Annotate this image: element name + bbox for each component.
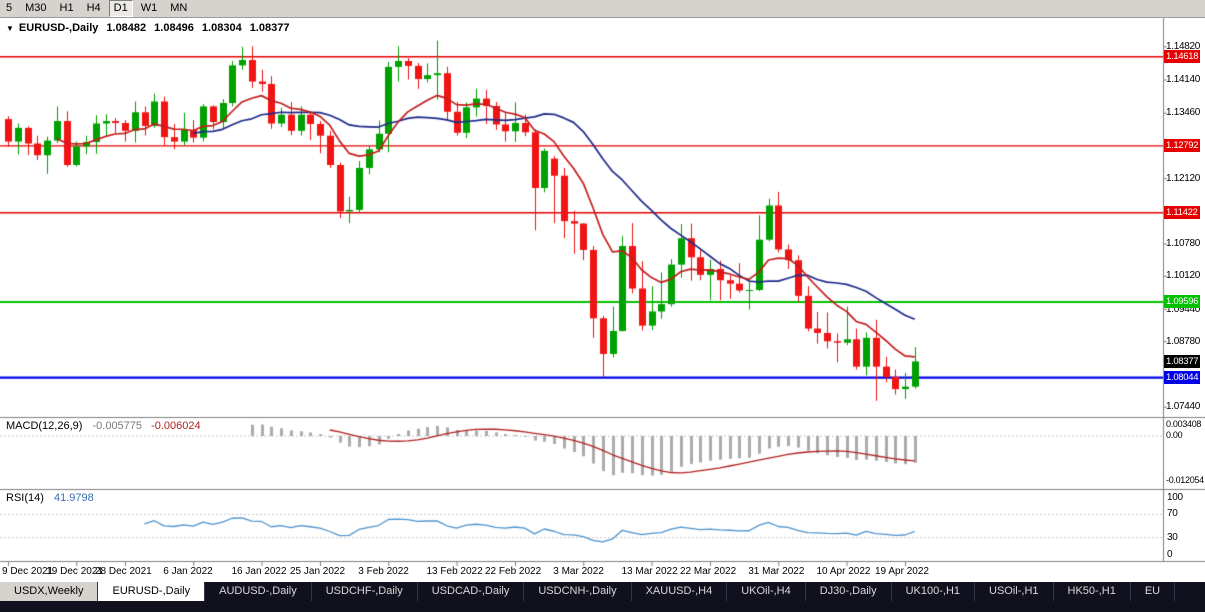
timeframe-toolbar: 5 M30 H1 H4 D1 W1 MN [0, 0, 1205, 18]
price-axis-label-1.08377: 1.08377 [1164, 354, 1201, 368]
date-label: 13 Feb 2022 [426, 566, 483, 577]
tab-usdchf-daily[interactable]: USDCHF-,Daily [312, 582, 418, 601]
price-axis-label-1.14820: 1.14820 [1166, 40, 1201, 52]
tab-uk100-h1[interactable]: UK100-,H1 [892, 582, 976, 601]
ohlc-open-value: 1.08482 [106, 22, 147, 34]
timeframe-mn[interactable]: MN [170, 2, 188, 14]
date-label: 3 Feb 2022 [358, 566, 409, 577]
macd-axis-label: 0.00 [1166, 430, 1183, 441]
tab-xauusd-h4[interactable]: XAUUSD-,H4 [632, 582, 728, 601]
macd-title: MACD(12,26,9) [6, 420, 83, 432]
timeframe-w1[interactable]: W1 [140, 2, 158, 14]
chart-tab-bar: USDX,Weekly EURUSD-,Daily AUDUSD-,Daily USD… [0, 582, 1205, 612]
tab-hk50-h1[interactable]: HK50-,H1 [1054, 582, 1131, 601]
date-label: 6 Jan 2022 [163, 566, 213, 577]
price-axis-label-1.10120: 1.10120 [1166, 270, 1201, 282]
macd-signal-value: -0.006024 [151, 420, 201, 432]
price-axis-label-1.10780: 1.10780 [1166, 238, 1201, 250]
date-label: 10 Apr 2022 [816, 566, 871, 577]
rsi-title: RSI(14) [6, 492, 44, 504]
tab-usdx-weekly[interactable]: USDX,Weekly [0, 582, 99, 601]
rsi-axis-label: 0 [1167, 549, 1173, 561]
tab-audusd-daily[interactable]: AUDUSD-,Daily [205, 582, 312, 601]
macd-axis-label: -0.012054 [1166, 475, 1204, 486]
macd-axis-label: 0.003408 [1166, 419, 1202, 429]
rsi-axis-label: 30 [1167, 531, 1178, 543]
date-label: 9 Dec 2021 [2, 566, 54, 577]
tab-ukoil-h4[interactable]: UKOil-,H4 [727, 582, 806, 601]
tab-usoil-h1[interactable]: USOil-,H1 [975, 582, 1054, 601]
price-axis-label-1.14618: 1.14618 [1164, 50, 1201, 64]
tab-eurusd-daily[interactable]: EURUSD-,Daily [98, 582, 206, 601]
rsi-indicator-label: RSI(14) 41.9798 [6, 492, 94, 504]
date-label: 13 Mar 2022 [621, 566, 678, 577]
date-label: 28 Dec 2021 [95, 566, 152, 577]
macd-main-value: -0.005775 [92, 420, 143, 432]
date-label: 19 Apr 2022 [875, 566, 929, 577]
tab-dj30-daily[interactable]: DJ30-,Daily [806, 582, 892, 601]
date-label: 3 Mar 2022 [553, 566, 604, 577]
price-axis-label-1.08780: 1.08780 [1166, 335, 1201, 347]
macd-indicator-label: MACD(12,26,9) -0.005775 -0.006024 [6, 420, 201, 432]
price-axis-label-1.08044: 1.08044 [1164, 371, 1201, 385]
tab-eu[interactable]: EU [1131, 582, 1176, 601]
price-axis-label-1.09596: 1.09596 [1164, 295, 1201, 309]
date-label: 22 Feb 2022 [485, 566, 542, 577]
price-axis-label-1.14140: 1.14140 [1166, 74, 1201, 86]
price-axis-label-1.12792: 1.12792 [1164, 139, 1201, 153]
timeframe-h1[interactable]: H1 [59, 2, 74, 14]
rsi-axis-label: 100 [1167, 492, 1183, 503]
tab-usdcnh-daily[interactable]: USDCNH-,Daily [524, 582, 632, 601]
price-axis-label-1.13460: 1.13460 [1166, 107, 1201, 119]
timeframe-d1[interactable]: D1 [108, 0, 133, 17]
chart-symbol-label: EURUSD-,Daily [18, 22, 99, 34]
rsi-value: 41.9798 [53, 492, 94, 504]
ohlc-low-value: 1.08304 [201, 22, 242, 34]
date-label: 25 Jan 2022 [290, 566, 346, 577]
date-label: 19 Dec 2021 [46, 566, 103, 577]
date-label: 22 Mar 2022 [680, 566, 737, 577]
chart-collapse-icon[interactable]: ▼ [6, 23, 14, 33]
chart-ohlc-header: ▼ EURUSD-,Daily 1.08482 1.08496 1.08304 … [6, 22, 289, 34]
ohlc-close-value: 1.08377 [249, 22, 290, 34]
price-axis-label-1.09440: 1.09440 [1166, 303, 1201, 315]
timeframe-5[interactable]: 5 [6, 2, 13, 14]
price-axis-label-1.07440: 1.07440 [1166, 401, 1201, 413]
rsi-axis-label: 70 [1167, 508, 1178, 520]
timeframe-m30[interactable]: M30 [25, 2, 47, 14]
timeframe-h4[interactable]: H4 [86, 2, 101, 14]
price-axis-label-1.12120: 1.12120 [1166, 172, 1201, 184]
date-label: 16 Jan 2022 [231, 566, 287, 577]
tab-usdcad-daily[interactable]: USDCAD-,Daily [418, 582, 525, 601]
price-axis-label-1.11422: 1.11422 [1164, 206, 1200, 220]
date-label: 31 Mar 2022 [748, 566, 805, 577]
ohlc-high-value: 1.08496 [154, 22, 194, 34]
